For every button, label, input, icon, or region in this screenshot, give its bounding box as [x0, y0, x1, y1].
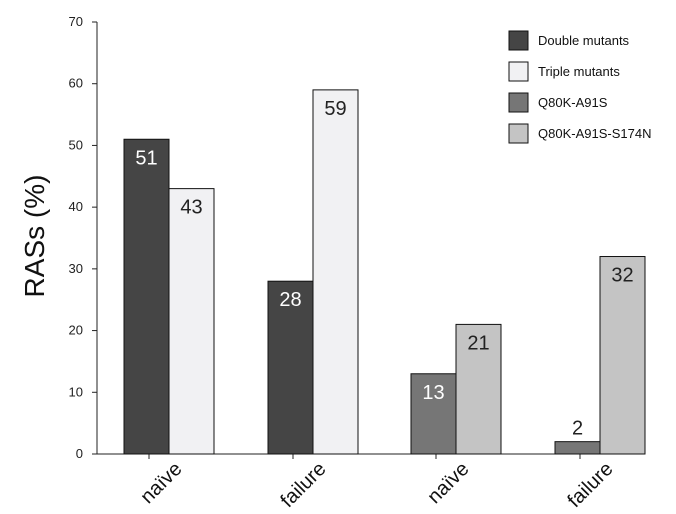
legend-swatch	[508, 123, 529, 144]
data-label: 13	[422, 382, 444, 404]
y-tick-label: 20	[69, 323, 83, 338]
legend: Double mutants Triple mutants Q80K-A91S Q80…	[508, 30, 651, 144]
y-tick-label: 40	[69, 199, 83, 214]
data-label: 32	[611, 265, 633, 287]
data-label: 59	[324, 98, 346, 120]
y-tick-label: 10	[69, 384, 83, 399]
y-tick-label: 50	[69, 137, 83, 152]
bars	[123, 89, 646, 455]
bar	[267, 280, 314, 455]
legend-label: Q80K-A91S	[538, 95, 608, 110]
y-axis-label: RASs (%)	[19, 175, 50, 298]
legend-swatch	[508, 30, 529, 51]
legend-label: Triple mutants	[538, 64, 620, 79]
legend-label: Double mutants	[538, 33, 630, 48]
y-tick-label: 0	[76, 446, 83, 461]
legend-swatch	[508, 61, 529, 82]
bar	[599, 256, 646, 455]
data-label: 21	[467, 332, 489, 354]
data-label: 43	[180, 197, 202, 219]
data-labels: 51 43 28 59 13 21 2 32	[135, 98, 633, 440]
legend-swatch	[508, 92, 529, 113]
bar	[455, 323, 502, 455]
category-label: naïve	[136, 458, 186, 508]
bar	[554, 441, 601, 455]
y-tick-label: 60	[69, 76, 83, 91]
legend-label: Q80K-A91S-S174N	[538, 126, 651, 141]
bar	[312, 89, 359, 455]
y-tick-label: 70	[69, 14, 83, 29]
category-label: naïve	[423, 458, 473, 508]
data-label: 51	[135, 147, 157, 169]
y-tick-label: 30	[69, 261, 83, 276]
bar	[123, 138, 170, 455]
bar	[410, 373, 457, 455]
category-label: failure	[563, 458, 617, 512]
data-label: 28	[279, 289, 301, 311]
category-label: failure	[276, 458, 330, 512]
data-label: 2	[572, 418, 583, 440]
bar	[168, 188, 215, 455]
category-labels: naïve failure naïve failure	[136, 458, 617, 512]
